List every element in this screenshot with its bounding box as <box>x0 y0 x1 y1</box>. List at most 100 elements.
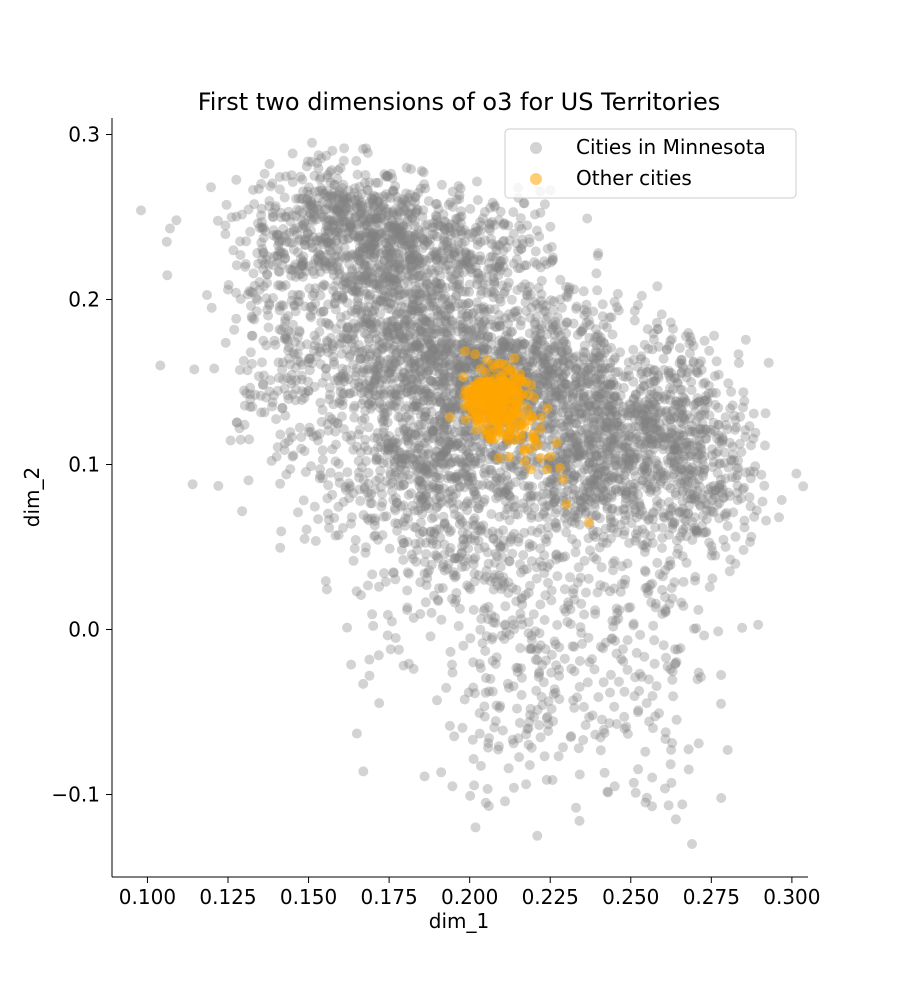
data-point-cities-in-minnesota <box>658 353 669 364</box>
data-point-cities-in-minnesota <box>388 265 398 276</box>
data-point-cities-in-minnesota <box>323 227 334 238</box>
data-point-cities-in-minnesota <box>264 201 275 212</box>
data-point-cities-in-minnesota <box>339 222 349 233</box>
data-point-cities-in-minnesota <box>386 168 396 179</box>
data-point-cities-in-minnesota <box>364 177 375 188</box>
data-point-cities-in-minnesota <box>448 491 459 502</box>
data-point-cities-in-minnesota <box>504 556 515 567</box>
data-point-cities-in-minnesota <box>518 550 529 560</box>
data-point-cities-in-minnesota <box>334 198 345 209</box>
data-point-cities-in-minnesota <box>345 219 355 229</box>
data-point-cities-in-minnesota <box>414 481 425 492</box>
data-point-cities-in-minnesota <box>433 350 444 361</box>
data-point-cities-in-minnesota <box>332 189 343 200</box>
data-point-cities-in-minnesota <box>439 549 450 560</box>
data-point-cities-in-minnesota <box>580 423 591 434</box>
data-point-cities-in-minnesota <box>336 210 347 221</box>
data-point-cities-in-minnesota <box>274 246 284 257</box>
data-point-cities-in-minnesota <box>364 375 375 386</box>
data-point-cities-in-minnesota <box>368 228 379 238</box>
data-point-cities-in-minnesota <box>609 701 620 712</box>
data-point-cities-in-minnesota <box>336 213 347 224</box>
data-point-cities-in-minnesota <box>260 226 271 237</box>
data-point-cities-in-minnesota <box>425 533 436 544</box>
data-point-cities-in-minnesota <box>276 235 287 246</box>
data-point-cities-in-minnesota <box>303 261 314 272</box>
data-point-cities-in-minnesota <box>557 302 567 313</box>
data-point-cities-in-minnesota <box>351 155 362 166</box>
data-point-cities-in-minnesota <box>356 230 367 241</box>
data-point-cities-in-minnesota <box>256 210 267 221</box>
data-point-cities-in-minnesota <box>326 194 337 204</box>
data-point-cities-in-minnesota <box>372 207 383 218</box>
data-point-cities-in-minnesota <box>430 550 441 560</box>
data-point-cities-in-minnesota <box>685 348 695 359</box>
data-point-cities-in-minnesota <box>546 474 557 485</box>
data-point-cities-in-minnesota <box>340 197 351 208</box>
data-point-cities-in-minnesota <box>412 376 422 387</box>
data-point-cities-in-minnesota <box>371 475 382 486</box>
data-point-cities-in-minnesota <box>280 211 291 222</box>
data-point-cities-in-minnesota <box>663 529 674 540</box>
data-point-cities-in-minnesota <box>409 355 420 366</box>
data-point-cities-in-minnesota <box>300 233 311 243</box>
data-point-cities-in-minnesota <box>287 210 298 221</box>
data-point-cities-in-minnesota <box>326 165 337 176</box>
data-point-cities-in-minnesota <box>657 543 667 553</box>
data-point-cities-in-minnesota <box>403 489 414 500</box>
data-point-cities-in-minnesota <box>323 191 334 202</box>
data-point-cities-in-minnesota <box>340 277 351 288</box>
data-point-cities-in-minnesota <box>658 640 669 651</box>
data-point-cities-in-minnesota <box>492 551 503 562</box>
data-point-cities-in-minnesota <box>314 232 325 243</box>
data-point-cities-in-minnesota <box>292 332 303 343</box>
data-point-cities-in-minnesota <box>286 170 297 181</box>
data-point-cities-in-minnesota <box>509 307 520 318</box>
data-point-cities-in-minnesota <box>361 288 372 299</box>
data-point-cities-in-minnesota <box>331 290 342 301</box>
data-point-cities-in-minnesota <box>470 435 481 446</box>
data-point-cities-in-minnesota <box>321 216 332 227</box>
data-point-cities-in-minnesota <box>359 272 370 283</box>
data-point-cities-in-minnesota <box>413 443 423 454</box>
data-point-cities-in-minnesota <box>308 206 319 217</box>
points-layer <box>136 137 809 849</box>
data-point-cities-in-minnesota <box>452 213 463 224</box>
data-point-cities-in-minnesota <box>328 257 339 268</box>
data-point-cities-in-minnesota <box>520 297 531 308</box>
data-point-cities-in-minnesota <box>324 261 335 272</box>
data-point-cities-in-minnesota <box>347 225 358 236</box>
data-point-cities-in-minnesota <box>700 377 711 388</box>
data-point-cities-in-minnesota <box>385 193 396 203</box>
data-point-cities-in-minnesota <box>367 231 378 242</box>
data-point-cities-in-minnesota <box>295 171 306 182</box>
data-point-cities-in-minnesota <box>349 212 360 223</box>
data-point-cities-in-minnesota <box>362 268 373 279</box>
data-point-cities-in-minnesota <box>712 446 723 457</box>
data-point-cities-in-minnesota <box>511 238 522 249</box>
data-point-cities-in-minnesota <box>351 202 362 213</box>
data-point-cities-in-minnesota <box>407 213 418 224</box>
data-point-cities-in-minnesota <box>370 249 380 260</box>
data-point-cities-in-minnesota <box>375 248 386 259</box>
data-point-cities-in-minnesota <box>341 216 351 227</box>
data-point-cities-in-minnesota <box>434 492 445 502</box>
data-point-cities-in-minnesota <box>398 538 409 549</box>
data-point-cities-in-minnesota <box>560 551 571 562</box>
data-point-cities-in-minnesota <box>731 422 742 433</box>
data-point-cities-in-minnesota <box>694 358 705 369</box>
data-point-cities-in-minnesota <box>704 410 715 421</box>
data-point-cities-in-minnesota <box>268 212 279 222</box>
data-point-cities-in-minnesota <box>442 346 453 357</box>
data-point-cities-in-minnesota <box>489 279 500 290</box>
data-point-cities-in-minnesota <box>305 225 316 236</box>
data-point-cities-in-minnesota <box>253 184 264 194</box>
data-point-cities-in-minnesota <box>679 415 690 425</box>
data-point-cities-in-minnesota <box>468 227 478 238</box>
data-point-cities-in-minnesota <box>498 220 509 231</box>
data-point-cities-in-minnesota <box>543 522 553 533</box>
data-point-cities-in-minnesota <box>304 182 314 193</box>
data-point-cities-in-minnesota <box>293 193 304 204</box>
data-point-cities-in-minnesota <box>469 535 480 546</box>
data-point-cities-in-minnesota <box>611 431 622 442</box>
